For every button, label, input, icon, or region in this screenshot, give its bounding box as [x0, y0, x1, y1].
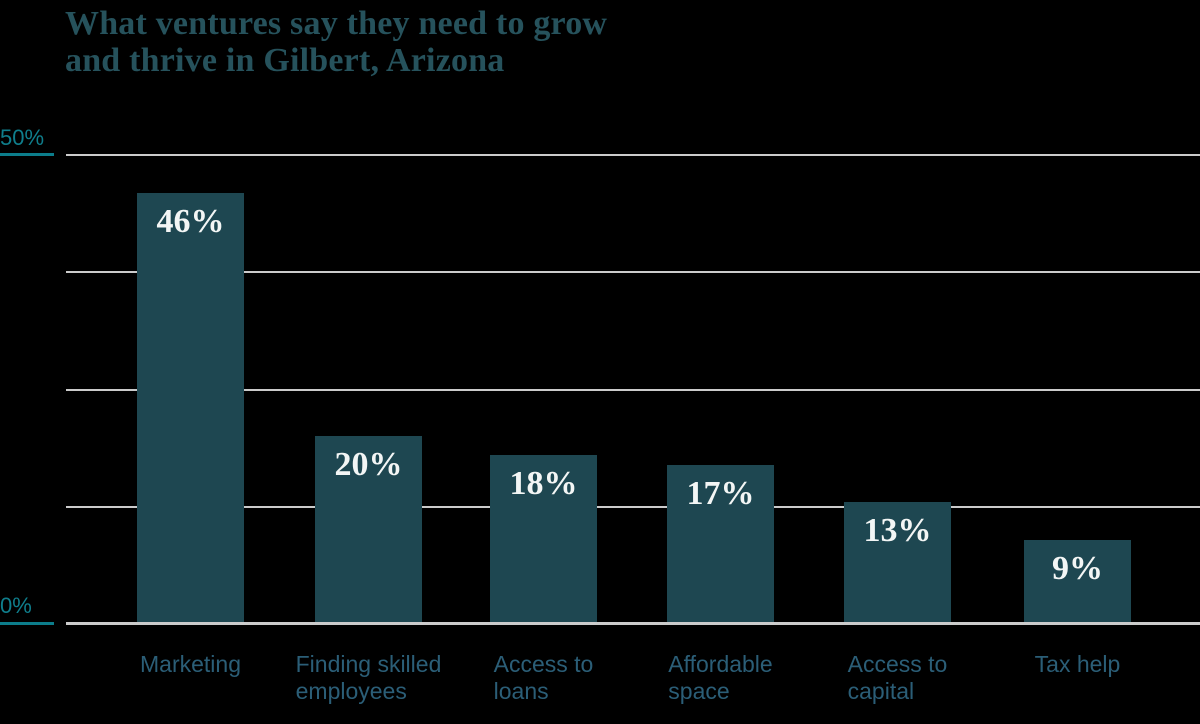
gridline-12-5pct — [66, 506, 1200, 508]
category-label: Finding skilled employees — [295, 651, 442, 704]
bar-value-label: 17% — [686, 475, 755, 512]
y-axis-tick-0 — [0, 622, 54, 625]
bar: 17% — [667, 465, 774, 624]
chart-title: What ventures say they need to grow and … — [65, 5, 607, 79]
x-axis-baseline — [66, 622, 1200, 625]
category-label: Affordable space — [668, 651, 773, 704]
gridline-50pct — [66, 154, 1200, 156]
bar-value-label: 9% — [1052, 550, 1103, 587]
bar-value-label: 46% — [156, 203, 225, 240]
category-label: Access to capital — [847, 651, 948, 704]
bar-value-label: 13% — [863, 512, 932, 549]
bar-value-label: 20% — [334, 446, 403, 483]
bar-value-label: 18% — [509, 465, 578, 502]
bar: 13% — [844, 502, 951, 624]
y-axis-label-50: 50% — [0, 125, 45, 150]
bar: 20% — [315, 436, 422, 624]
category-label: Tax help — [1034, 651, 1121, 677]
bar: 18% — [490, 455, 597, 624]
chart-title-line1: What ventures say they need to grow — [65, 5, 608, 42]
y-axis-tick-50 — [0, 153, 54, 156]
y-axis-label-0: 0% — [0, 593, 32, 618]
bar: 46% — [137, 193, 244, 624]
bar: 9% — [1024, 540, 1131, 624]
gridline-37-5pct — [66, 271, 1200, 273]
category-label: Marketing — [140, 651, 241, 677]
category-label: Access to loans — [493, 651, 594, 704]
gridline-25pct — [66, 389, 1200, 391]
chart-title-line2: and thrive in Gilbert, Arizona — [65, 42, 505, 79]
